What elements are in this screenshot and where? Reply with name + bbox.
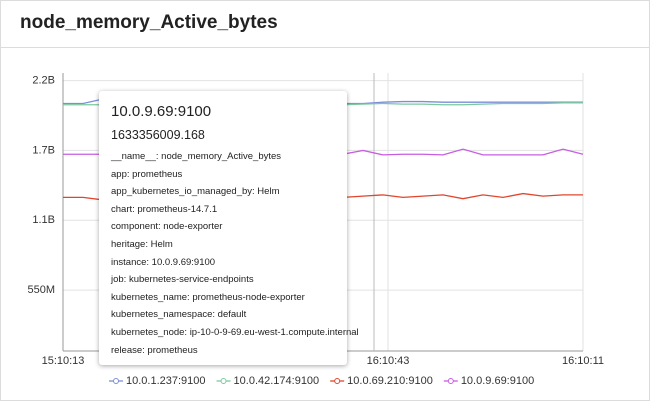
tooltip-label: component: node-exporter — [111, 221, 223, 233]
legend-swatch — [220, 378, 227, 384]
x-tick-label: 15:10:13 — [42, 355, 85, 367]
tooltip: 10.0.9.69:9100 1633356009.168 __name__: … — [99, 91, 359, 365]
y-tick-label: 2.2B — [32, 75, 55, 87]
y-tick-label: 1.1B — [32, 214, 55, 226]
tooltip-title: 10.0.9.69:9100 — [111, 103, 212, 120]
x-tick-label: 16:10:43 — [367, 355, 410, 367]
tooltip-label: __name__: node_memory_Active_bytes — [111, 151, 282, 162]
tooltip-label: app_kubernetes_io_managed_by: Helm — [111, 186, 280, 198]
legend-swatch — [334, 378, 341, 384]
tooltip-label: app: prometheus — [111, 168, 183, 180]
x-tick-label: 16:10:11 — [562, 355, 604, 367]
tooltip-label: chart: prometheus-14.7.1 — [111, 203, 218, 215]
tooltip-label: kubernetes_node: ip-10-0-9-69.eu-west-1.… — [111, 326, 359, 338]
legend-label: 10.0.42.174:9100 — [234, 375, 320, 387]
tooltip-label: job: kubernetes-service-endpoints — [111, 274, 254, 286]
tooltip-label: heritage: Helm — [111, 238, 173, 250]
tooltip-label: instance: 10.0.9.69:9100 — [111, 256, 216, 268]
legend-swatch — [447, 378, 454, 384]
legend-label: 10.0.69.210:9100 — [347, 375, 433, 387]
legend-label: 10.0.9.69:9100 — [461, 375, 534, 387]
y-tick-label: 550M — [27, 284, 55, 296]
tooltip-labels: __name__: node_memory_Active_bytes app: p… — [111, 148, 359, 359]
y-tick-label: 1.7B — [32, 144, 55, 156]
tooltip-label: kubernetes_name: prometheus-node-exporte… — [111, 291, 305, 303]
legend-label: 10.0.1.237:9100 — [126, 375, 206, 387]
tooltip-timestamp: 1633356009.168 — [111, 128, 205, 142]
panel-title: node_memory_Active_bytes — [1, 1, 649, 48]
tooltip-label: release: prometheus — [111, 344, 198, 356]
legend-swatch — [113, 378, 119, 384]
tooltip-label: kubernetes_namespace: default — [111, 309, 247, 321]
